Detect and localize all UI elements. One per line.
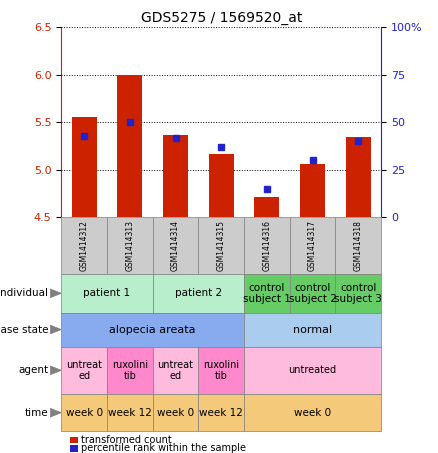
Text: untreat
ed: untreat ed [158, 360, 194, 381]
Text: control
subject 2: control subject 2 [289, 283, 336, 304]
Text: untreated: untreated [289, 365, 337, 376]
Text: week 0: week 0 [157, 408, 194, 418]
Bar [300, 164, 325, 217]
Bar [254, 197, 279, 217]
Text: time: time [25, 408, 48, 418]
Text: GSM1414318: GSM1414318 [354, 220, 363, 271]
Text: percentile rank within the sample: percentile rank within the sample [81, 443, 246, 453]
Title: GDS5275 / 1569520_at: GDS5275 / 1569520_at [141, 11, 302, 25]
Bar [117, 75, 142, 217]
Bar [71, 116, 97, 217]
Text: control
subject 1: control subject 1 [243, 283, 291, 304]
Text: week 0: week 0 [66, 408, 103, 418]
Polygon shape [50, 325, 61, 334]
Text: GSM1414316: GSM1414316 [262, 220, 272, 271]
Polygon shape [50, 408, 61, 417]
Text: GSM1414313: GSM1414313 [125, 220, 134, 271]
Polygon shape [50, 366, 61, 375]
Text: patient 2: patient 2 [175, 288, 222, 299]
Text: week 12: week 12 [199, 408, 243, 418]
Text: GSM1414315: GSM1414315 [217, 220, 226, 271]
Text: disease state: disease state [0, 324, 48, 335]
Text: normal: normal [293, 324, 332, 335]
Bar [208, 154, 234, 217]
Bar [346, 137, 371, 217]
Text: week 12: week 12 [108, 408, 152, 418]
Text: alopecia areata: alopecia areata [110, 324, 196, 335]
Text: GSM1414314: GSM1414314 [171, 220, 180, 271]
Polygon shape [50, 289, 61, 298]
Text: ruxolini
tib: ruxolini tib [203, 360, 239, 381]
Text: GSM1414312: GSM1414312 [80, 220, 88, 271]
Bar [163, 135, 188, 217]
Text: untreat
ed: untreat ed [66, 360, 102, 381]
Text: week 0: week 0 [294, 408, 331, 418]
Text: agent: agent [18, 365, 48, 376]
Text: transformed count: transformed count [81, 435, 172, 445]
Text: control
subject 3: control subject 3 [334, 283, 382, 304]
Text: individual: individual [0, 288, 48, 299]
Text: GSM1414317: GSM1414317 [308, 220, 317, 271]
Text: ruxolini
tib: ruxolini tib [112, 360, 148, 381]
Text: patient 1: patient 1 [83, 288, 131, 299]
